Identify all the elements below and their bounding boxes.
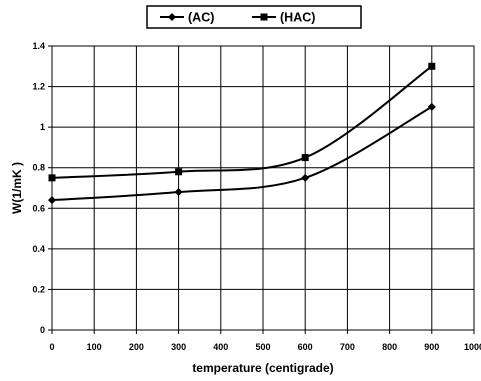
x-tick-label: 500: [255, 342, 270, 352]
y-tick-label: 1.2: [32, 82, 45, 92]
legend-marker: [260, 13, 268, 21]
legend-items: (AC) (HAC): [160, 11, 315, 25]
y-axis-tick-labels: 0 0.2 0.4 0.6 0.8 1 1.2 1.4: [32, 41, 52, 335]
legend-entry: (HAC): [252, 11, 315, 25]
y-tick-label: 0.2: [32, 284, 45, 294]
x-tick-label: 400: [213, 342, 228, 352]
x-tick-label: 700: [340, 342, 355, 352]
x-tick-label: 800: [382, 342, 397, 352]
y-tick-label: 0.4: [32, 244, 45, 254]
y-tick-label: 0: [40, 325, 45, 335]
x-tick-label: 200: [129, 342, 144, 352]
data-point: [428, 62, 436, 70]
y-tick-label: 0.8: [32, 163, 45, 173]
series-line: [51, 65, 433, 179]
x-tick-label: 300: [171, 342, 186, 352]
data-point: [174, 188, 183, 197]
x-tick-label: 100: [87, 342, 102, 352]
data-point: [427, 102, 436, 111]
x-axis-title: temperature (centigrade): [192, 361, 333, 375]
data-point: [301, 173, 310, 182]
data-point: [301, 154, 309, 162]
series-line: [51, 105, 433, 202]
data-point: [48, 174, 56, 182]
y-tick-label: 1.4: [32, 41, 45, 51]
series-layer: [48, 62, 436, 205]
legend-marker: [168, 13, 176, 21]
legend: (AC) (HAC): [146, 5, 362, 29]
legend-label: (AC): [188, 11, 214, 25]
x-tick-label: 0: [49, 342, 54, 352]
y-tick-label: 0.6: [32, 203, 45, 213]
y-tick-label: 1: [40, 122, 45, 132]
x-tick-label: 600: [298, 342, 313, 352]
series-ac: [48, 102, 436, 205]
legend-label: (HAC): [280, 11, 315, 25]
data-point: [48, 196, 56, 205]
y-axis-title: W(1/mK ): [10, 162, 24, 214]
x-tick-label: 900: [424, 342, 439, 352]
data-point: [175, 168, 183, 176]
legend-entry: (AC): [160, 11, 214, 25]
series-hac: [48, 62, 436, 182]
